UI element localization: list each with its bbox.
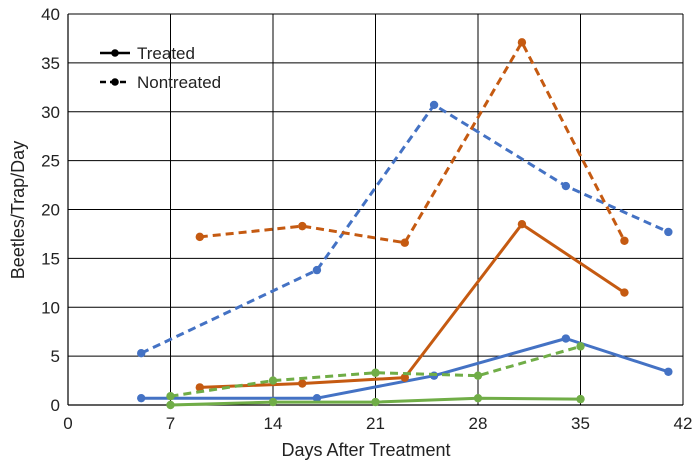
data-point-green-nontreated [371,368,380,377]
data-point-green-treated [576,394,585,404]
data-point-green-nontreated [268,376,278,385]
data-point-blue-nontreated [664,227,673,237]
legend-treated-marker [111,49,119,57]
legend-treated-label: Treated [137,44,195,63]
y-tick-label: 40 [41,5,60,24]
tick-labels: 0 5 10 15 20 25 30 35 40 0 7 14 21 28 35 42 [41,5,692,433]
data-point-green-nontreated [576,342,585,351]
x-tick-label: 42 [674,414,693,433]
y-axis-label: Beetles/Trap/Day [8,141,28,279]
series-green-treated [166,393,585,410]
data-point-blue-treated [561,334,571,343]
data-point-green-nontreated [166,392,175,401]
data-point-orange-nontreated [517,38,527,47]
data-point-blue-nontreated [137,348,146,358]
data-point-green-nontreated [473,371,483,380]
y-tick-label: 30 [41,103,60,122]
data-point-blue-nontreated [312,265,322,275]
data-point-blue-nontreated [429,100,439,110]
data-point-green-treated [166,400,175,410]
series-orange-nontreated [195,38,629,247]
x-tick-label: 28 [469,414,488,433]
series-line-orange-treated [199,222,626,389]
data-point-green-treated [473,393,483,403]
data-point-orange-treated [620,288,629,297]
data-point-orange-treated [195,383,204,392]
series-line-blue-nontreated [140,103,670,355]
series-line-green-nontreated [170,344,581,398]
x-tick-label: 21 [366,414,385,433]
data-point-orange-nontreated [195,232,204,242]
y-tick-label: 25 [41,152,60,171]
data-point-orange-nontreated [620,236,629,245]
data-point-orange-nontreated [400,238,409,247]
x-tick-label: 0 [63,414,72,433]
data-point-orange-treated [517,219,527,229]
data-point-orange-nontreated [298,221,307,231]
legend-nontreated-marker [111,78,119,86]
series-blue-nontreated [137,100,673,358]
data-point-green-treated [371,397,380,407]
data-point-blue-treated [664,367,673,376]
data-point-blue-treated [137,393,146,403]
gridlines [68,13,684,405]
y-tick-label: 10 [41,298,60,317]
data-series [137,38,673,410]
x-tick-label: 7 [166,414,175,433]
y-tick-label: 15 [41,249,60,268]
series-line-blue-treated [141,337,669,400]
x-axis-label: Days After Treatment [281,440,450,460]
y-tick-label: 0 [51,396,60,415]
y-tick-label: 5 [51,347,60,366]
series-green-nontreated [166,342,585,401]
y-tick-label: 20 [41,201,60,220]
data-point-blue-treated [312,393,322,403]
series-orange-treated [195,219,629,392]
series-blue-treated [137,334,673,403]
data-point-green-treated [268,397,278,407]
x-tick-label: 35 [571,414,590,433]
legend-nontreated-label: Nontreated [137,73,221,92]
data-point-blue-nontreated [561,181,571,191]
data-point-orange-treated [298,379,307,388]
legend: Treated Nontreated [100,44,221,92]
y-tick-label: 35 [41,54,60,73]
x-tick-label: 14 [264,414,283,433]
data-point-orange-treated [400,373,409,382]
series-line-orange-nontreated [199,40,626,245]
